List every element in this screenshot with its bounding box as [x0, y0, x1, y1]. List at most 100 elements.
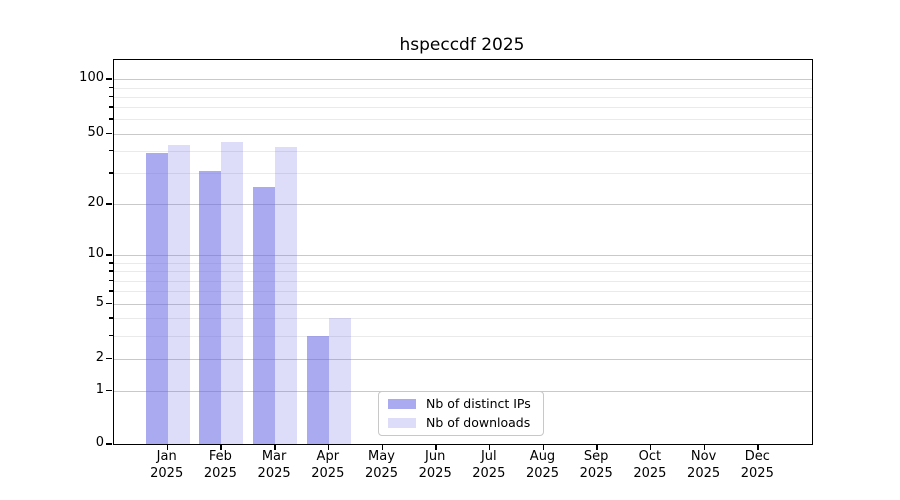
year-label: 2025	[418, 465, 452, 481]
year-label: 2025	[311, 465, 345, 481]
x-tick-label-jun: Jun 2025	[403, 449, 467, 482]
x-tick-apr	[327, 444, 330, 450]
gridline-major-10	[114, 255, 812, 257]
x-tick-label-sep: Sep 2025	[564, 449, 628, 482]
x-tick-label-jul: Jul 2025	[457, 449, 521, 482]
legend-item-downloads: Nb of downloads	[388, 416, 534, 430]
x-tick-label-aug: Aug 2025	[511, 449, 575, 482]
legend: Nb of distinct IPs Nb of downloads	[378, 391, 544, 436]
year-label: 2025	[579, 465, 613, 481]
x-tick-jun	[435, 444, 437, 450]
bar-series0-jan	[145, 152, 168, 444]
y-tick-label-10: 10	[87, 246, 104, 262]
month-label: Jan	[156, 449, 177, 464]
gridline-minor-4	[114, 318, 812, 320]
chart-title: hspeccdf 2025	[399, 35, 525, 55]
y-minor-tick-6	[109, 290, 113, 292]
year-label: 2025	[257, 465, 291, 481]
y-tick-1	[106, 389, 112, 392]
gridline-minor-80	[114, 96, 812, 98]
legend-label-downloads: Nb of downloads	[426, 415, 531, 430]
gridline-minor-30	[114, 173, 812, 175]
month-label: Oct	[638, 449, 662, 464]
y-minor-tick-3	[109, 334, 113, 337]
y-minor-tick-9	[109, 262, 113, 264]
x-tick-label-feb: Feb 2025	[188, 449, 252, 482]
bar-series1-apr	[328, 318, 351, 444]
plot-area	[113, 59, 813, 445]
x-tick-label-jan: Jan 2025	[135, 449, 199, 482]
gridline-major-20	[114, 204, 812, 205]
x-tick-sep	[596, 444, 598, 450]
month-label: Aug	[529, 449, 556, 464]
year-label: 2025	[525, 465, 560, 481]
gridline-minor-90	[114, 87, 812, 89]
x-tick-aug	[542, 444, 544, 450]
x-tick-nov	[703, 444, 706, 450]
year-label: 2025	[203, 465, 237, 481]
y-tick-label-2: 2	[95, 349, 104, 365]
month-label: May	[368, 449, 395, 464]
month-label: Jul	[480, 449, 497, 464]
y-tick-label-50: 50	[87, 124, 104, 140]
bar-series0-apr	[306, 335, 329, 444]
y-tick-0	[106, 443, 112, 445]
gridline-minor-3	[114, 335, 812, 337]
y-tick-5	[106, 302, 112, 305]
x-tick-jan	[166, 444, 169, 450]
gridline-minor-6	[114, 291, 812, 293]
x-tick-label-oct: Oct 2025	[618, 449, 682, 482]
y-tick-label-100: 100	[79, 70, 104, 86]
gridline-major-5	[114, 303, 812, 305]
y-tick-label-1: 1	[95, 381, 104, 397]
y-minor-tick-90	[109, 86, 113, 88]
bar-series0-mar	[253, 187, 276, 444]
x-tick-label-may: May 2025	[350, 449, 414, 482]
x-tick-label-mar: Mar 2025	[242, 449, 306, 482]
y-minor-tick-7	[109, 279, 113, 282]
y-minor-tick-70	[109, 106, 113, 108]
legend-swatch-downloads	[388, 418, 416, 428]
y-tick-label-0: 0	[95, 435, 104, 450]
year-label: 2025	[150, 465, 184, 481]
y-tick-label-5: 5	[95, 294, 104, 310]
y-minor-tick-60	[109, 118, 113, 120]
legend-item-distinct-ips: Nb of distinct IPs	[388, 397, 534, 411]
y-minor-tick-80	[109, 95, 113, 98]
y-tick-100	[106, 78, 112, 80]
x-tick-label-apr: Apr 2025	[296, 449, 360, 482]
y-tick-label-20: 20	[87, 195, 104, 210]
month-label: Mar	[261, 449, 287, 464]
y-minor-tick-4	[109, 317, 113, 319]
year-label: 2025	[364, 465, 399, 481]
x-tick-mar	[274, 444, 276, 450]
y-minor-tick-30	[109, 172, 113, 174]
y-minor-tick-8	[109, 270, 113, 272]
y-tick-10	[106, 254, 112, 256]
year-label: 2025	[472, 465, 506, 481]
gridline-minor-40	[114, 150, 812, 152]
month-label: Sep	[583, 449, 609, 464]
x-tick-oct	[649, 444, 652, 450]
bar-series1-feb	[221, 141, 244, 444]
month-label: Nov	[690, 449, 717, 464]
bar-series0-feb	[199, 170, 222, 444]
x-tick-feb	[220, 444, 222, 450]
month-label: Feb	[208, 449, 232, 464]
year-label: 2025	[687, 465, 721, 481]
legend-swatch-distinct-ips	[388, 399, 416, 409]
month-label: Jun	[425, 449, 446, 464]
x-tick-dec	[757, 444, 759, 450]
y-tick-50	[106, 132, 112, 134]
month-label: Dec	[744, 449, 770, 464]
gridline-minor-7	[114, 280, 812, 282]
month-label: Apr	[316, 449, 340, 464]
gridline-major-2	[114, 358, 812, 360]
year-label: 2025	[633, 465, 667, 481]
bar-series1-mar	[275, 147, 298, 444]
x-tick-jul	[488, 444, 491, 450]
x-tick-label-dec: Dec 2025	[725, 449, 789, 482]
gridline-minor-8	[114, 271, 812, 273]
gridline-major-100	[114, 79, 812, 81]
